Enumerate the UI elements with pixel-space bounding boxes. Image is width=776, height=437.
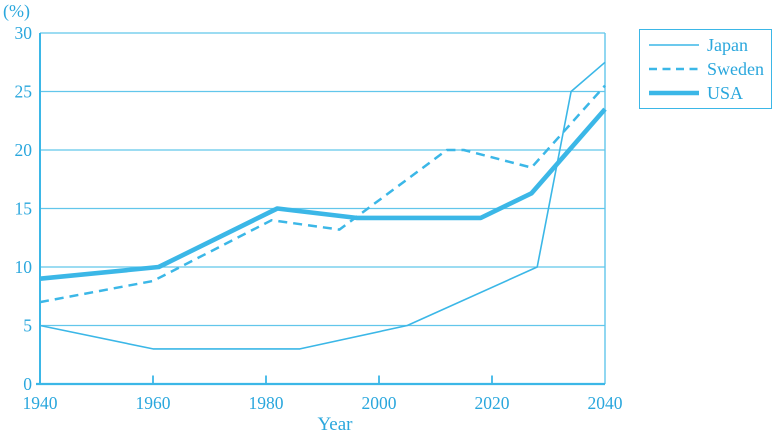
series-line-sweden	[39, 84, 606, 304]
y-tick-label: 0	[23, 374, 32, 394]
sweden-line-sample-icon	[649, 67, 699, 71]
japan-line-sample-icon	[649, 44, 699, 46]
legend-item-japan: Japan	[648, 36, 765, 54]
legend-label: Sweden	[707, 59, 764, 79]
x-tick-label: 2020	[475, 393, 510, 413]
y-tick-label: 15	[15, 199, 33, 219]
legend-label: USA	[707, 83, 744, 103]
y-tick-label: 20	[15, 140, 33, 160]
legend-label: Japan	[707, 35, 748, 55]
y-tick-label: 10	[15, 257, 33, 277]
y-tick-label: 25	[15, 82, 33, 102]
y-tick-label: 5	[23, 316, 32, 336]
x-tick-label: 2000	[362, 393, 397, 413]
usa-line-sample-icon	[649, 90, 699, 96]
x-tick-label: 1940	[23, 393, 58, 413]
x-axis-title: Year	[317, 414, 353, 435]
series-line-usa	[39, 107, 607, 281]
series-line-japan	[39, 61, 606, 350]
x-tick-label: 1980	[249, 393, 284, 413]
y-tick-label: 30	[15, 23, 33, 43]
legend: Japan Sweden USA	[639, 29, 772, 109]
x-tick-label: 1960	[136, 393, 171, 413]
legend-item-sweden: Sweden	[648, 60, 765, 78]
y-axis-unit-label: (%)	[3, 1, 30, 21]
x-tick-label: 2040	[588, 393, 623, 413]
legend-item-usa: USA	[648, 84, 765, 102]
